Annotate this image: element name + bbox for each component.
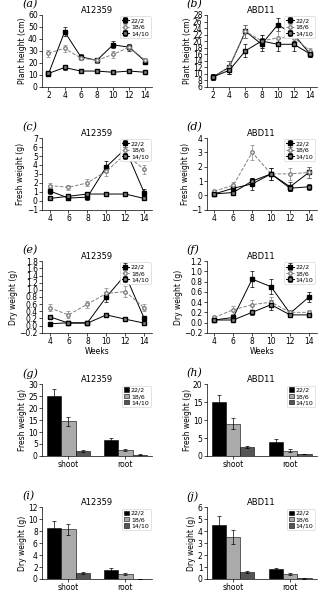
Bar (61, 529, 76, 579)
Bar (104, 570, 118, 579)
Text: (h): (h) (187, 368, 203, 379)
Legend: 22/2, 18/6, 14/10: 22/2, 18/6, 14/10 (120, 139, 151, 161)
Bar (104, 440, 118, 456)
Title: A12359: A12359 (81, 499, 113, 508)
Text: (i): (i) (22, 491, 35, 502)
Y-axis label: Fresh weight (g): Fresh weight (g) (18, 389, 27, 451)
Title: ABD11: ABD11 (247, 252, 276, 261)
Text: (f): (f) (187, 245, 200, 256)
Bar (240, 447, 255, 456)
Y-axis label: Fresh weight (g): Fresh weight (g) (16, 143, 25, 205)
Title: ABD11: ABD11 (247, 129, 276, 138)
Text: (d): (d) (187, 122, 203, 133)
Bar (226, 537, 240, 579)
Y-axis label: Dry weight (g): Dry weight (g) (174, 269, 183, 325)
Bar (118, 574, 132, 579)
Y-axis label: Plant height (cm): Plant height (cm) (18, 17, 27, 84)
Bar (283, 574, 297, 579)
Legend: 22/2, 18/6, 14/10: 22/2, 18/6, 14/10 (120, 262, 151, 284)
Bar (132, 455, 147, 456)
Legend: 22/2, 18/6, 14/10: 22/2, 18/6, 14/10 (287, 386, 315, 407)
Title: ABD11: ABD11 (247, 6, 276, 15)
Title: ABD11: ABD11 (247, 499, 276, 508)
Title: A12359: A12359 (81, 129, 113, 138)
Text: (b): (b) (187, 0, 203, 9)
Bar (283, 451, 297, 456)
Text: (j): (j) (187, 491, 199, 502)
Bar (226, 424, 240, 456)
Bar (269, 442, 283, 456)
Title: A12359: A12359 (81, 252, 113, 261)
Legend: 22/2, 18/6, 14/10: 22/2, 18/6, 14/10 (122, 386, 151, 407)
Title: ABD11: ABD11 (247, 375, 276, 384)
Bar (212, 526, 226, 579)
Bar (47, 529, 61, 579)
Legend: 22/2, 18/6, 14/10: 22/2, 18/6, 14/10 (120, 16, 151, 38)
Text: (c): (c) (22, 122, 37, 133)
Bar (297, 454, 312, 456)
Title: A12359: A12359 (81, 375, 113, 384)
Title: A12359: A12359 (81, 6, 113, 15)
Legend: 22/2, 18/6, 14/10: 22/2, 18/6, 14/10 (287, 509, 315, 530)
Y-axis label: Plant height (cm): Plant height (cm) (182, 17, 192, 84)
Bar (269, 569, 283, 579)
Legend: 22/2, 18/6, 14/10: 22/2, 18/6, 14/10 (285, 139, 315, 161)
Bar (76, 451, 90, 456)
Text: (g): (g) (22, 368, 38, 379)
Text: (a): (a) (22, 0, 37, 9)
Bar (47, 396, 61, 456)
Y-axis label: Dry weight (g): Dry weight (g) (187, 515, 196, 571)
X-axis label: Weeks: Weeks (85, 347, 109, 356)
Legend: 22/2, 18/6, 14/10: 22/2, 18/6, 14/10 (122, 509, 151, 530)
Y-axis label: Dry weight (g): Dry weight (g) (9, 269, 18, 325)
X-axis label: Weeks: Weeks (249, 347, 274, 356)
Y-axis label: Fresh weight (g): Fresh weight (g) (182, 389, 192, 451)
Y-axis label: Fresh weight (g): Fresh weight (g) (181, 143, 190, 205)
Bar (212, 402, 226, 456)
Legend: 22/2, 18/6, 14/10: 22/2, 18/6, 14/10 (285, 16, 315, 38)
Bar (240, 572, 255, 579)
Bar (76, 573, 90, 579)
Y-axis label: Dry weight (g): Dry weight (g) (18, 515, 27, 571)
Bar (61, 421, 76, 456)
Bar (118, 450, 132, 456)
Legend: 22/2, 18/6, 14/10: 22/2, 18/6, 14/10 (285, 262, 315, 284)
Text: (e): (e) (22, 245, 37, 256)
